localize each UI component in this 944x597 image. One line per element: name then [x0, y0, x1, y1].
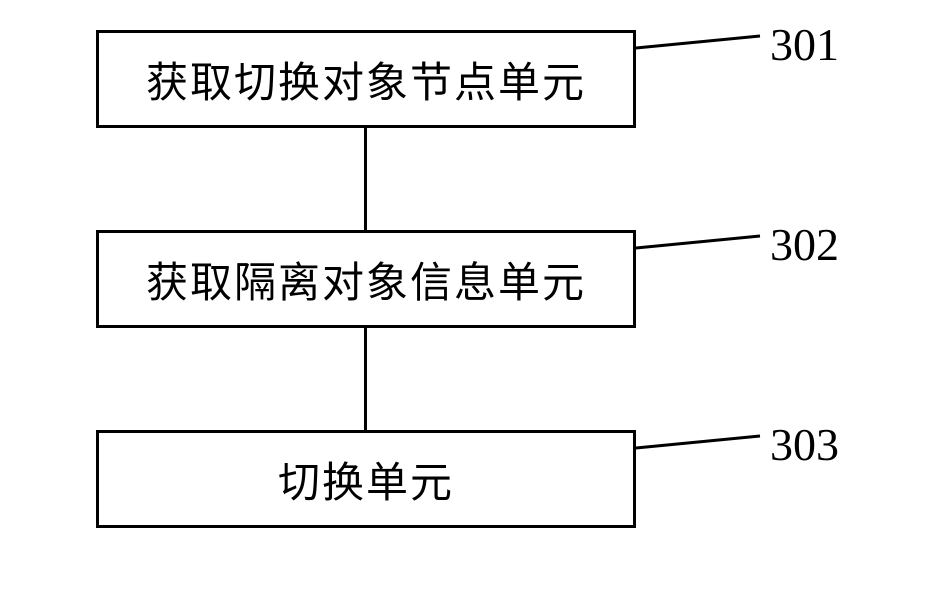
flow-node-3-ref: 303: [770, 418, 839, 471]
flow-node-3-label: 切换单元: [278, 449, 454, 510]
flow-node-2-label: 获取隔离对象信息单元: [146, 249, 586, 310]
flow-node-1-ref: 301: [770, 18, 839, 71]
connector-2-3: [364, 328, 367, 430]
flow-node-3: 切换单元: [96, 430, 636, 528]
flow-node-2: 获取隔离对象信息单元: [96, 230, 636, 328]
flow-node-1-label: 获取切换对象节点单元: [146, 49, 586, 110]
flow-node-2-ref: 302: [770, 218, 839, 271]
flow-node-1: 获取切换对象节点单元: [96, 30, 636, 128]
connector-1-2: [364, 128, 367, 230]
